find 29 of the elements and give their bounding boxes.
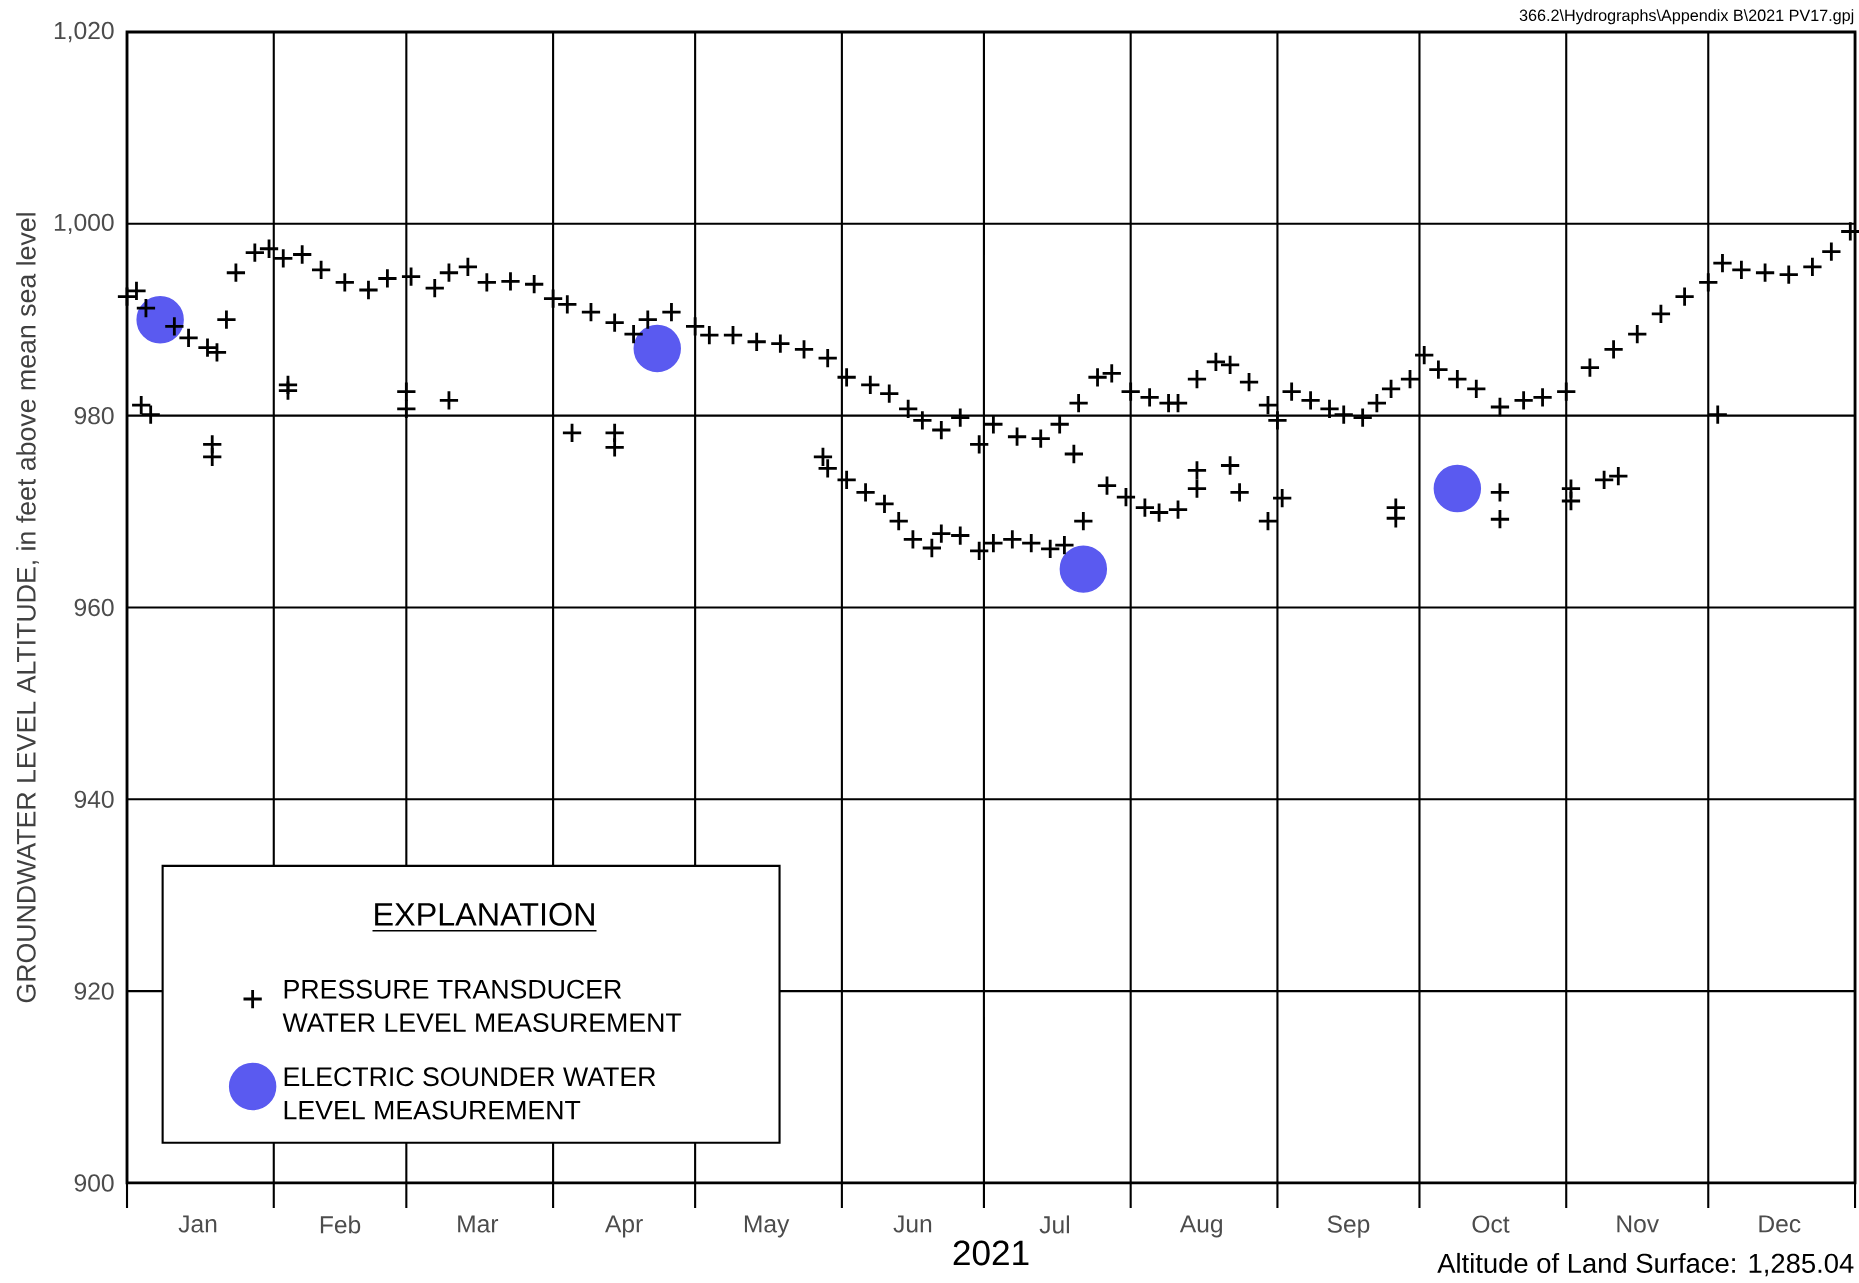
x-tick-label: Sep [1327,1215,1370,1238]
x-tick-label: Aug [1179,1215,1222,1238]
y-tick-label: 900 [74,1174,114,1192]
y-tick-label: 920 [74,982,114,1000]
x-tick-label: Dec [1759,1215,1801,1233]
x-tick-label: May [744,1215,790,1238]
text: Altitude of Land Surface: 1,285.04 [1437,1252,1854,1277]
x-tick-label: Feb [320,1215,361,1234]
y-tick-label: 960 [74,598,114,617]
y-tick-label: 1,020 [54,21,114,43]
text: 366.2\Hydrographs\Appendix B\2021 PV17.gpj [1519,9,1854,25]
point [136,296,184,344]
legend-title: EXPLANATION [375,902,594,926]
x-tick-label: Apr [605,1215,643,1238]
x-tick-label: Jul [1039,1215,1069,1234]
x-tick-label: Mar [458,1215,499,1233]
point [1433,464,1482,513]
legend-label: ELECTRIC SOUNDER WATER LEVEL MEASUREMENT [284,1067,656,1120]
x-tick-label: Nov [1617,1215,1659,1233]
legend-label: PRESSURE TRANSDUCER WATER LEVEL MEASUREMENT [282,979,682,1033]
y-tick-label: 940 [74,790,114,809]
x-tick-label: Jun [893,1215,932,1233]
y-tick-label: 980 [74,406,114,425]
x-axis-title: 2021 [953,1240,1029,1266]
y-axis-title: GROUNDWATER LEVEL ALTITUDE, in feet above mean sea level [16,213,39,1003]
point [1059,545,1108,593]
x-tick-label: Oct [1472,1215,1510,1233]
x-tick-label: Jan [178,1215,217,1233]
y-tick-label: 1,000 [54,213,114,234]
